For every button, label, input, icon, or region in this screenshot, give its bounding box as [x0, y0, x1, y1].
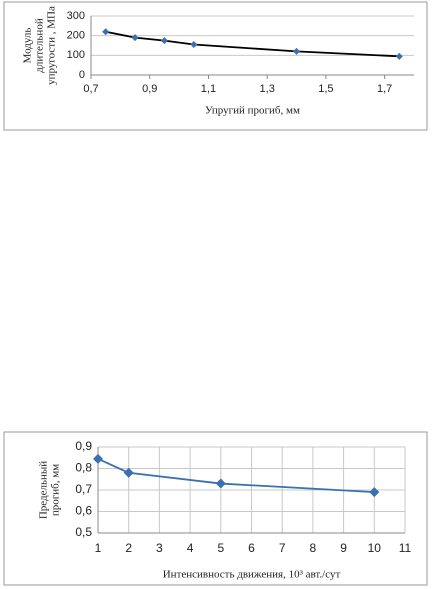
y-axis-title: Предельный [38, 461, 50, 519]
x-tick-label: 10 [368, 541, 382, 555]
x-axis-title: Интенсивность движения, 10³ авт./сут [163, 569, 341, 581]
y-axis-title: упругости , МПа [46, 6, 58, 85]
marker [190, 41, 198, 49]
y-tick-label: 0,7 [75, 482, 92, 496]
marker [369, 487, 380, 498]
x-tick-label: 1 [95, 541, 102, 555]
marker [215, 478, 226, 489]
x-tick-label: 2 [125, 541, 132, 555]
x-tick-label: 7 [279, 541, 286, 555]
marker [93, 453, 103, 464]
series-line [97, 458, 375, 494]
y-tick-label: 0,8 [75, 461, 92, 475]
y-axis-title: Модуль [22, 28, 34, 64]
marker [102, 28, 110, 36]
x-tick-label: 6 [248, 541, 255, 555]
y-tick-label: 200 [67, 30, 85, 42]
y-tick-label: 0,6 [75, 504, 92, 518]
marker [160, 37, 168, 45]
y-tick-label: 0,9 [75, 439, 92, 453]
x-tick-label: 1,3 [260, 83, 275, 95]
x-tick-label: 1,7 [377, 83, 392, 95]
x-tick-label: 1,1 [201, 83, 216, 95]
marker [395, 52, 403, 60]
x-tick-label: 8 [310, 541, 317, 555]
chart-frame [3, 1, 428, 131]
x-tick-label: 11 [399, 541, 412, 555]
x-tick-label: 4 [187, 541, 194, 555]
y-axis-title: прогиб, мм [50, 464, 62, 516]
y-tick-label: 100 [67, 49, 85, 61]
marker [131, 34, 139, 42]
y-tick-label: 0 [79, 69, 85, 81]
x-axis-title: Упругий прогиб, мм [205, 105, 300, 117]
x-tick-label: 0,9 [142, 83, 157, 95]
x-tick-label: 9 [340, 541, 347, 555]
y-tick-label: 300 [67, 10, 85, 22]
x-tick-label: 5 [217, 541, 224, 555]
x-tick-label: 1,5 [318, 83, 333, 95]
x-tick-label: 0,7 [83, 83, 98, 95]
marker [293, 47, 301, 55]
marker [123, 467, 134, 478]
x-tick-label: 3 [156, 541, 163, 555]
y-tick-label: 0,5 [75, 525, 92, 539]
chart-frame [3, 431, 428, 586]
y-axis-title: длительной [34, 18, 46, 73]
series-line [105, 30, 400, 58]
